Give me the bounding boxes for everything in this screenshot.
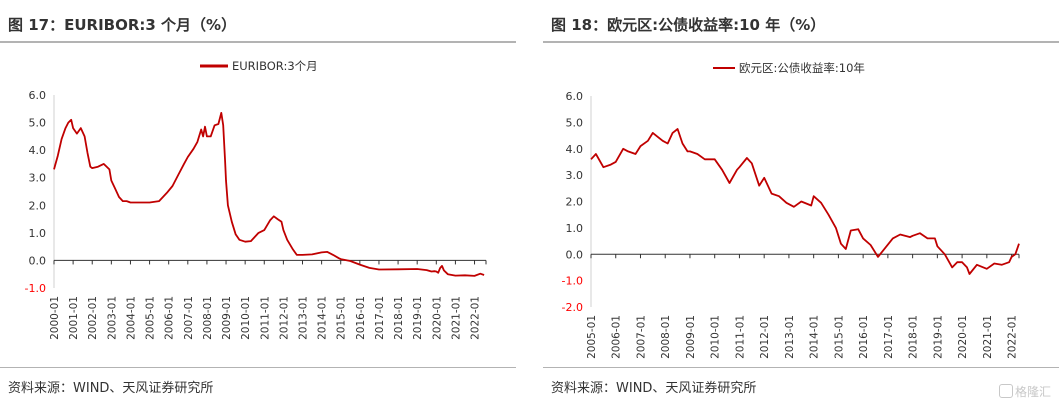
- x-tick-label: 2019-01: [932, 315, 944, 359]
- chart-title: 图 17：EURIBOR:3 个月（%）: [8, 16, 237, 34]
- chart-panel-right: 图 18：欧元区:公债收益率:10 年（%） 6.0 5.0 4.0 3.0 2.0 1.…: [543, 0, 1059, 407]
- x-tick-label: 2007-01: [183, 296, 195, 340]
- series-line: [53, 112, 485, 277]
- y-tick-label: 4.0: [566, 143, 584, 156]
- x-tick-label: 2008-01: [660, 315, 672, 359]
- y-tick-label: -1.0: [25, 282, 46, 295]
- legend-label: 欧元区:公债收益率:10年: [739, 61, 865, 75]
- title-divider: [0, 41, 516, 43]
- chart-panel-left: 图 17：EURIBOR:3 个月（%） 6.0 5.0 4.0 3.0 2.0 1.0 0…: [0, 0, 516, 407]
- x-tick-label: 2016-01: [355, 296, 367, 340]
- y-tick-label: -1.0: [562, 275, 583, 288]
- y-tick-label: 0.0: [566, 248, 584, 261]
- watermark-logo-icon: [998, 384, 1013, 398]
- x-tick-label: 2018-01: [393, 296, 405, 340]
- chart-title: 图 18：欧元区:公债收益率:10 年（%）: [551, 16, 826, 34]
- watermark-text: 格隆汇: [1014, 385, 1051, 399]
- x-tick-label: 2007-01: [635, 315, 647, 359]
- x-tick-label: 2020-01: [957, 315, 969, 359]
- y-tick-label: 2.0: [566, 196, 584, 209]
- x-tick-label: 2004-01: [125, 296, 137, 340]
- x-tick-label: 2010-01: [710, 315, 722, 359]
- y-tick-label: -2.0: [562, 301, 583, 314]
- source-note: 资料来源：WIND、天风证券研究所: [551, 381, 757, 396]
- x-tick-label: 2000-01: [49, 296, 61, 340]
- y-tick-label: 6.0: [29, 89, 47, 102]
- x-tick-label: 2016-01: [858, 315, 870, 359]
- x-tick-label: 2008-01: [202, 296, 214, 340]
- y-tick-label: 6.0: [566, 90, 584, 103]
- x-tick-label: 2021-01: [982, 315, 994, 359]
- x-tick-label: 2022-01: [470, 296, 482, 340]
- y-tick-label: 2.0: [29, 199, 47, 212]
- x-tick-label: 2010-01: [240, 296, 252, 340]
- source-divider: [0, 367, 516, 368]
- series-line: [590, 128, 1020, 275]
- x-tick-label: 2014-01: [317, 296, 329, 340]
- y-tick-label: 3.0: [566, 169, 584, 182]
- y-tick-label: 3.0: [29, 172, 47, 185]
- x-tick-label: 2020-01: [431, 296, 443, 340]
- y-tick-label: 1.0: [29, 227, 47, 240]
- x-tick-label: 2021-01: [450, 296, 462, 340]
- x-tick-label: 2017-01: [374, 296, 386, 340]
- x-tick-label: 2012-01: [759, 315, 771, 359]
- x-tick-label: 2012-01: [278, 296, 290, 340]
- x-tick-label: 2011-01: [259, 296, 271, 340]
- x-tick-label: 2003-01: [106, 296, 118, 340]
- x-tick-label: 2015-01: [336, 296, 348, 340]
- source-note: 资料来源：WIND、天风证券研究所: [8, 381, 214, 396]
- x-tick-label: 2005-01: [145, 296, 157, 340]
- x-tick-label: 2006-01: [611, 315, 623, 359]
- y-tick-label: 0.0: [29, 254, 47, 267]
- x-tick-label: 2006-01: [164, 296, 176, 340]
- source-divider: [543, 367, 1059, 368]
- x-tick-label: 2018-01: [908, 315, 920, 359]
- x-tick-label: 2013-01: [784, 315, 796, 359]
- title-divider: [543, 41, 1059, 43]
- x-tick-label: 2005-01: [586, 315, 598, 359]
- x-tick-label: 2001-01: [68, 296, 80, 340]
- x-tick-label: 2014-01: [809, 315, 821, 359]
- x-tick-label: 2015-01: [833, 315, 845, 359]
- x-tick-label: 2002-01: [87, 296, 99, 340]
- y-tick-label: 1.0: [566, 222, 584, 235]
- y-tick-label: 4.0: [29, 144, 47, 157]
- watermark: 格隆汇: [998, 383, 1051, 400]
- x-tick-label: 2019-01: [412, 296, 424, 340]
- x-tick-label: 2017-01: [883, 315, 895, 359]
- x-tick-label: 2011-01: [734, 315, 746, 359]
- x-tick-label: 2009-01: [685, 315, 697, 359]
- x-tick-label: 2022-01: [1007, 315, 1019, 359]
- y-tick-label: 5.0: [29, 117, 47, 130]
- x-tick-label: 2013-01: [297, 296, 309, 340]
- y-tick-label: 5.0: [566, 116, 584, 129]
- legend-label: EURIBOR:3个月: [232, 59, 318, 73]
- x-tick-label: 2009-01: [221, 296, 233, 340]
